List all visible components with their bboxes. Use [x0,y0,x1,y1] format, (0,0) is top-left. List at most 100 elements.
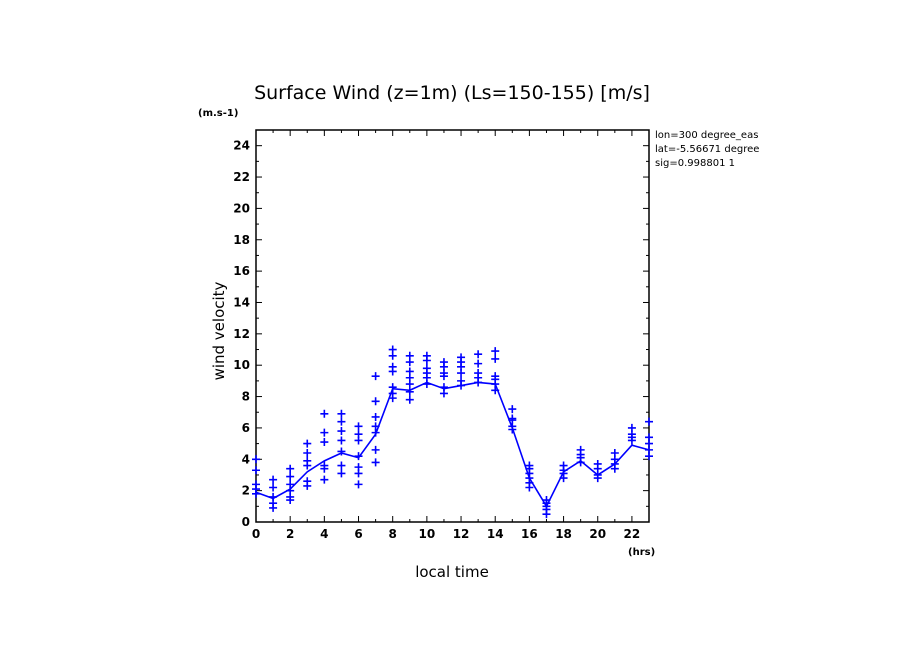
wind-sample-marker [354,422,363,431]
wind-sample-marker [320,475,329,484]
wind-sample-marker [371,372,380,381]
wind-sample-marker [252,466,260,475]
x-tick-label: 20 [589,527,606,541]
wind-sample-marker [337,417,346,426]
wind-sample-marker [337,461,346,470]
wind-sample-marker [645,417,653,426]
wind-sample-marker [422,351,431,360]
plot-frame [255,129,650,523]
y-tick-label: 18 [233,233,250,247]
wind-sample-marker [320,409,329,418]
chart-title: Surface Wind (z=1m) (Ls=150-155) [m/s] [254,82,650,104]
x-tick-label: 10 [419,527,436,541]
sig-annotation: sig=0.998801 1 [655,158,735,169]
y-tick-label: 2 [242,484,250,498]
y-tick-label: 4 [242,452,250,466]
x-tick-label: 0 [252,527,260,541]
wind-sample-marker [371,445,380,454]
lat-annotation: lat=-5.56671 degree [655,144,759,155]
y-tick-label: 22 [233,170,250,184]
x-tick-label: 8 [389,527,397,541]
wind-sample-marker [474,359,483,368]
x-axis-label: local time [415,563,489,581]
wind-sample-marker [559,461,568,470]
data-marks [252,345,653,519]
wind-sample-marker [371,412,380,421]
wind-sample-marker [337,447,346,456]
wind-sample-marker [354,452,363,461]
wind-sample-marker [371,397,380,406]
y-tick-label: 0 [242,515,250,529]
wind-sample-marker [252,480,260,489]
wind-sample-marker [286,480,295,489]
wind-sample-marker [439,358,448,367]
wind-sample-marker [542,496,551,505]
wind-sample-marker [320,461,329,470]
wind-sample-marker [303,449,312,458]
wind-sample-marker [337,409,346,418]
x-tick-label: 22 [624,527,641,541]
wind-sample-marker [388,383,397,392]
mean-wind-line [255,381,650,508]
wind-sample-marker [269,492,278,501]
y-tick-label: 10 [233,358,250,372]
wind-sample-marker [457,376,466,385]
wind-sample-marker [593,459,602,468]
y-tick-label: 20 [233,201,250,215]
wind-sample-marker [508,405,517,414]
wind-sample-marker [474,369,483,378]
wind-sample-marker [269,475,278,484]
wind-sample-marker [303,439,312,448]
wind-sample-marker [405,367,414,376]
wind-sample-marker [303,477,312,486]
wind-sample-marker [439,383,448,392]
wind-sample-marker [388,362,397,371]
lon-annotation: lon=300 degree_eas [655,130,758,141]
wind-sample-marker [371,422,380,431]
wind-sample-marker [303,456,312,465]
y-tick-label: 12 [233,327,250,341]
wind-sample-marker [474,350,483,359]
y-tick-label: 24 [233,139,250,153]
wind-sample-marker [337,427,346,436]
wind-sample-marker [269,483,278,492]
x-unit-label: (hrs) [628,547,655,558]
wind-sample-marker [610,449,619,458]
y-unit-label: (m.s-1) [198,108,238,119]
wind-sample-marker [371,458,380,467]
y-tick-label: 6 [242,421,250,435]
wind-sample-marker [252,455,260,464]
x-tick-label: 4 [320,527,328,541]
wind-sample-marker [457,353,466,362]
wind-sample-marker [422,364,431,373]
x-tick-label: 18 [555,527,572,541]
wind-sample-marker [354,480,363,489]
wind-sample-marker [388,345,397,354]
wind-sample-marker [405,351,414,360]
x-tick-label: 16 [521,527,538,541]
wind-sample-marker [320,428,329,437]
wind-sample-marker [508,414,517,423]
wind-sample-marker [491,347,500,356]
wind-sample-marker [627,423,636,432]
wind-sample-marker [337,436,346,445]
y-tick-label: 16 [233,264,250,278]
wind-sample-marker [286,464,295,473]
wind-sample-marker [491,354,500,363]
y-axis-label: wind velocity [210,281,228,380]
wind-sample-marker [405,387,414,396]
wind-sample-marker [491,372,500,381]
wind-sample-marker [286,472,295,481]
x-tick-label: 12 [453,527,470,541]
x-tick-label: 6 [354,527,362,541]
wind-sample-marker [405,395,414,404]
wind-sample-marker [645,433,653,442]
y-tick-label: 14 [233,295,250,309]
x-tick-label: 2 [286,527,294,541]
wind-sample-marker [320,438,329,447]
wind-sample-marker [354,463,363,472]
y-tick-label: 8 [242,390,250,404]
wind-sample-marker [525,461,534,470]
